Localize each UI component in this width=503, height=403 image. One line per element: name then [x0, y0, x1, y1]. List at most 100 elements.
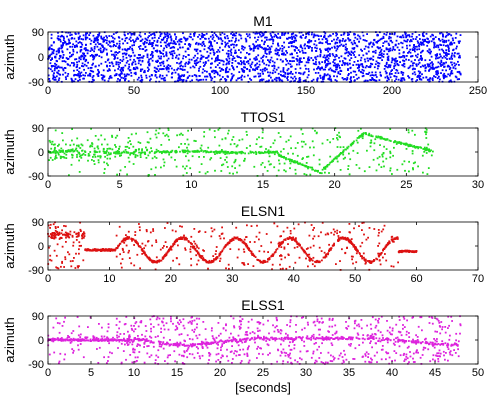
data-point [333, 38, 335, 41]
data-point [127, 251, 130, 254]
data-point [313, 235, 316, 238]
data-point [144, 151, 146, 154]
data-point [58, 143, 60, 146]
data-point [390, 236, 393, 238]
data-point [419, 75, 422, 77]
data-point [287, 32, 290, 35]
data-point [93, 153, 95, 156]
data-point [427, 148, 429, 151]
data-point [354, 79, 356, 82]
data-point [439, 78, 441, 81]
data-point [54, 62, 56, 65]
data-point [209, 261, 211, 263]
data-point [266, 260, 269, 263]
data-point [106, 162, 108, 165]
data-point [161, 152, 163, 155]
data-point [159, 62, 161, 64]
data-point [388, 139, 391, 142]
data-point [350, 50, 353, 53]
data-point [119, 155, 121, 157]
data-point [206, 50, 209, 53]
data-point [47, 67, 50, 70]
data-point [132, 163, 135, 165]
data-point [220, 67, 223, 70]
data-point [240, 60, 242, 62]
data-point [389, 66, 392, 68]
data-point [211, 230, 214, 233]
data-point [220, 170, 223, 172]
data-point [436, 70, 438, 72]
data-point [218, 50, 221, 53]
data-point [283, 162, 286, 165]
data-point [159, 68, 161, 70]
data-point [421, 38, 424, 41]
data-point [292, 152, 294, 155]
data-point [160, 68, 163, 71]
data-point [420, 51, 422, 54]
data-point [388, 64, 390, 66]
data-point [324, 66, 327, 68]
data-point [74, 32, 77, 35]
data-point [451, 58, 453, 60]
data-point [126, 42, 129, 44]
data-point [409, 145, 411, 147]
data-point [277, 132, 280, 134]
data-point [453, 55, 456, 58]
data-point [55, 53, 58, 56]
data-point [83, 235, 86, 237]
data-point [399, 79, 402, 82]
data-point [441, 64, 444, 66]
data-point [141, 38, 144, 41]
data-point [79, 72, 81, 75]
data-point [178, 133, 181, 136]
data-point [87, 159, 89, 162]
data-point [281, 75, 284, 77]
data-point [126, 48, 129, 51]
data-point [160, 52, 163, 54]
data-point [148, 62, 151, 65]
data-point [186, 149, 189, 152]
data-point [52, 74, 55, 77]
data-point [297, 242, 300, 245]
data-point [307, 41, 309, 44]
data-point [301, 163, 304, 166]
data-point [131, 33, 134, 35]
data-point [231, 36, 234, 39]
data-point [61, 51, 64, 54]
data-point [177, 77, 180, 80]
data-point [103, 138, 106, 141]
data-point [395, 39, 398, 42]
data-point [419, 43, 421, 45]
data-point [453, 62, 456, 65]
data-point [179, 79, 181, 81]
data-point [195, 64, 198, 66]
data-point [436, 66, 438, 69]
data-point [279, 36, 282, 39]
data-point [78, 60, 80, 63]
data-point [346, 62, 349, 65]
data-point [81, 55, 84, 58]
data-point [403, 56, 406, 59]
data-point [177, 244, 179, 247]
data-point [414, 48, 416, 50]
data-point [129, 58, 132, 61]
data-point [256, 39, 259, 41]
x-tick-label: 250 [469, 85, 487, 97]
data-point [366, 57, 369, 60]
data-point [337, 239, 339, 241]
data-point [255, 143, 258, 145]
data-point [332, 158, 335, 161]
data-point [314, 56, 317, 59]
data-point [348, 73, 350, 75]
data-point [128, 63, 130, 66]
data-point [337, 46, 340, 48]
data-point [84, 37, 87, 40]
data-point [80, 46, 83, 48]
data-point [381, 37, 383, 40]
data-point [411, 68, 414, 71]
data-point [218, 74, 221, 77]
data-point [429, 77, 432, 79]
data-point [278, 153, 281, 156]
data-point [325, 37, 328, 40]
data-point [289, 232, 292, 235]
